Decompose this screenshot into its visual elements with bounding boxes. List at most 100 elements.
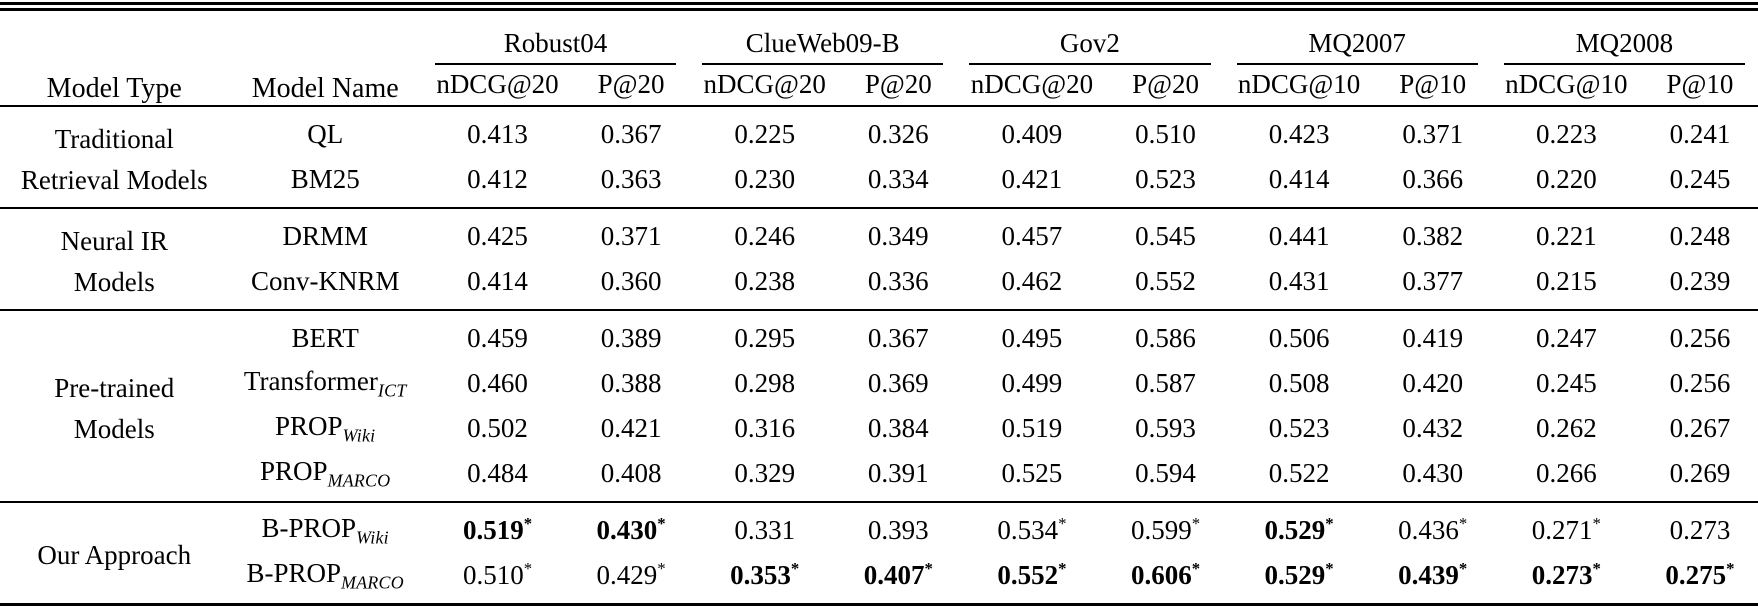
metric-value: 0.523 — [1268, 412, 1330, 443]
significance-star: * — [523, 559, 533, 579]
table-row: PROPWiki 0.502 0.421 0.316 0.384 0.519 0.593 0.… — [0, 406, 1758, 451]
metric-value: 0.336 — [867, 265, 929, 296]
metric-value: 0.353 — [730, 560, 791, 591]
metric-header-robust04-p: P@20 — [597, 69, 665, 100]
table-row: Neural IR Models DRMM 0.425 0.371 0.246 0.349… — [0, 208, 1758, 297]
metric-value-cell: 0.593 — [1108, 406, 1224, 451]
metric-value-cell: 0.266 — [1491, 451, 1642, 502]
metric-value: 0.429 — [596, 560, 658, 591]
metric-value: 0.412 — [467, 163, 528, 194]
dataset-label: MQ2008 — [1575, 27, 1674, 58]
metric-value: 0.256 — [1669, 367, 1731, 398]
metric-value: 0.389 — [600, 322, 662, 353]
metric-value-cell: 0.502 — [422, 406, 573, 451]
significance-star: * — [1325, 514, 1334, 534]
metric-value: 0.331 — [734, 514, 796, 545]
metric-value: 0.273 — [1669, 514, 1731, 545]
metric-value-cell: 0.409 — [956, 106, 1107, 157]
metric-value-cell: 0.439* — [1375, 553, 1491, 603]
metric-value-cell: 0.484 — [422, 451, 573, 502]
table-row: TransformerICT 0.460 0.388 0.298 0.369 0.499 0… — [0, 361, 1758, 406]
metric-value: 0.366 — [1402, 163, 1464, 194]
model-name-text: Transformer — [243, 366, 378, 397]
metric-value-cell: 0.360 — [573, 259, 689, 310]
metric-value: 0.367 — [867, 322, 929, 353]
metric-value-cell: 0.256 — [1642, 361, 1758, 406]
metric-value: 0.360 — [600, 265, 662, 296]
metric-value-cell: 0.529* — [1224, 502, 1375, 553]
metric-value: 0.430 — [596, 515, 658, 546]
model-name-subscript: ICT — [377, 380, 407, 401]
metric-value-cell: 0.606* — [1108, 553, 1224, 603]
metric-value-cell: 0.221 — [1491, 208, 1642, 259]
metric-header-gov2-p: P@20 — [1132, 69, 1199, 100]
metric-value-cell: 0.599* — [1108, 502, 1224, 553]
significance-star: * — [1325, 559, 1334, 579]
metric-value: 0.215 — [1535, 265, 1597, 296]
metric-value: 0.247 — [1535, 322, 1597, 353]
results-table: Model Type Model Name Robust04 ClueWeb09… — [0, 11, 1758, 603]
table-row: PROPMARCO 0.484 0.408 0.329 0.391 0.525 0.594 0… — [0, 451, 1758, 502]
metric-value-cell: 0.552 — [1108, 259, 1224, 310]
header-row-datasets: Model Type Model Name Robust04 ClueWeb09… — [0, 11, 1758, 104]
model-type-cell: Our Approach — [37, 540, 192, 571]
metric-value-cell: 0.367 — [840, 310, 956, 361]
table-bottom-rule — [0, 603, 1758, 606]
metric-value-cell: 0.594 — [1108, 451, 1224, 502]
metric-value: 0.384 — [867, 412, 929, 443]
metric-value-cell: 0.506 — [1224, 310, 1375, 361]
metric-value: 0.425 — [467, 220, 528, 251]
significance-star: * — [1458, 559, 1468, 579]
metric-value: 0.510 — [1135, 118, 1196, 149]
metric-value: 0.545 — [1135, 220, 1196, 251]
metric-value: 0.273 — [1531, 560, 1593, 591]
metric-value-cell: 0.459 — [422, 310, 573, 361]
model-name-subscript: Wiki — [342, 425, 376, 446]
dataset-cmidrule: Robust04 — [434, 27, 677, 65]
table-row: BM25 0.412 0.363 0.230 0.334 0.421 0.523 0.414 0… — [0, 157, 1758, 208]
metric-value: 0.223 — [1535, 118, 1597, 149]
metric-value: 0.413 — [467, 118, 528, 149]
metric-header-mq2008-ndcg: nDCG@10 — [1505, 69, 1628, 100]
metric-value: 0.295 — [734, 322, 796, 353]
metric-value-cell: 0.262 — [1491, 406, 1642, 451]
metric-header-mq2008-p: P@10 — [1666, 69, 1734, 100]
metric-value-cell: 0.241 — [1642, 106, 1758, 157]
model-name-text: QL — [307, 118, 344, 149]
metric-value-cell: 0.441 — [1224, 208, 1375, 259]
metric-value-cell: 0.462 — [956, 259, 1107, 310]
metric-value: 0.457 — [1001, 220, 1063, 251]
metric-value-cell: 0.225 — [689, 106, 840, 157]
metric-header-clueweb09b-p: P@20 — [864, 69, 932, 100]
metric-value-cell: 0.267 — [1642, 406, 1758, 451]
dataset-cmidrule: MQ2008 — [1503, 27, 1745, 65]
metric-value: 0.529 — [1264, 515, 1326, 546]
metric-value-cell: 0.367 — [573, 106, 689, 157]
metric-value-cell: 0.371 — [1375, 106, 1491, 157]
metric-value: 0.230 — [734, 163, 796, 194]
metric-value: 0.329 — [734, 457, 796, 488]
metric-value: 0.523 — [1135, 163, 1196, 194]
metric-value: 0.267 — [1669, 412, 1731, 443]
significance-star: * — [523, 514, 533, 534]
metric-value-cell: 0.246 — [689, 208, 840, 259]
dataset-label: ClueWeb09-B — [745, 27, 900, 58]
metric-value-cell: 0.432 — [1375, 406, 1491, 451]
metric-value: 0.529 — [1264, 560, 1326, 591]
metric-header-gov2-ndcg: nDCG@20 — [970, 69, 1094, 100]
dataset-header-mq2007: MQ2007 — [1224, 11, 1491, 65]
table-row: B-PROPMARCO 0.510* 0.429* 0.353* 0.407* 0.552… — [0, 553, 1758, 603]
metric-value: 0.371 — [600, 220, 662, 251]
metric-value-cell: 0.223 — [1491, 106, 1642, 157]
table-row: Our Approach B-PROPWiki 0.519* 0.430* 0.331 0… — [0, 502, 1758, 570]
metric-value-cell: 0.247 — [1491, 310, 1642, 361]
metric-value: 0.220 — [1535, 163, 1597, 194]
table-row: Conv-KNRM 0.414 0.360 0.238 0.336 0.462 0.552 0… — [0, 259, 1758, 310]
metric-value-cell: 0.238 — [689, 259, 840, 310]
metric-value: 0.552 — [997, 560, 1059, 591]
metric-value-cell: 0.275* — [1642, 553, 1758, 603]
metric-value: 0.599 — [1130, 515, 1192, 546]
model-name-text: PROP — [275, 411, 343, 442]
metric-value-cell: 0.436* — [1375, 502, 1491, 553]
dataset-header-clueweb09b: ClueWeb09-B — [689, 11, 956, 65]
